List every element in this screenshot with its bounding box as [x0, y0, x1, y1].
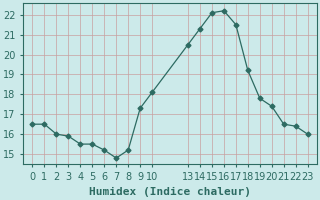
X-axis label: Humidex (Indice chaleur): Humidex (Indice chaleur) — [89, 187, 251, 197]
